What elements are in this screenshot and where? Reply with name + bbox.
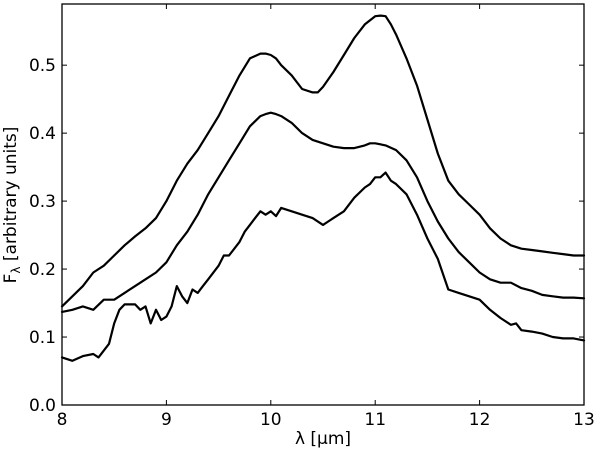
y-axis-label-main: F	[1, 274, 21, 284]
y-ticks: 0.0 0.1 0.2 0.3 0.4 0.5	[29, 56, 584, 416]
y-axis-label-rest: [arbitrary units]	[1, 127, 21, 267]
x-tick-label: 9	[161, 410, 172, 430]
x-tick-label: 13	[573, 410, 595, 430]
y-tick-label: 0.1	[29, 328, 56, 348]
y-tick-label: 0.2	[29, 260, 56, 280]
plot-frame	[61, 3, 585, 406]
x-tick-label: 12	[469, 410, 491, 430]
series-line-1	[60, 14, 586, 308]
x-axis-label: λ [μm]	[295, 429, 351, 449]
x-tick-label: 11	[364, 410, 386, 430]
y-axis-label: Fλ [arbitrary units]	[1, 127, 23, 284]
y-tick-label: 0.0	[29, 396, 56, 416]
x-ticks: 8 9 10 11 12 13	[57, 4, 595, 430]
series-group	[60, 14, 586, 362]
y-axis-label-subscript: λ	[9, 267, 23, 274]
series-line-3	[60, 171, 586, 362]
y-tick-label: 0.3	[29, 192, 56, 212]
series-line-2	[60, 111, 586, 313]
x-tick-label: 8	[57, 410, 68, 430]
y-tick-label: 0.5	[29, 56, 56, 76]
y-tick-label: 0.4	[29, 124, 56, 144]
x-tick-label: 10	[260, 410, 282, 430]
